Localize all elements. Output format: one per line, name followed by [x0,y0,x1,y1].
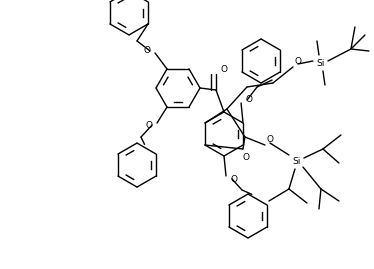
Text: O: O [242,153,249,161]
Text: O: O [230,175,237,183]
Text: O: O [221,65,227,75]
Text: Si: Si [293,157,301,165]
Text: O: O [246,95,252,104]
Text: O: O [294,58,301,66]
Text: Si: Si [317,58,325,68]
Text: O: O [145,121,153,130]
Text: O: O [144,47,150,55]
Text: O: O [266,136,273,144]
